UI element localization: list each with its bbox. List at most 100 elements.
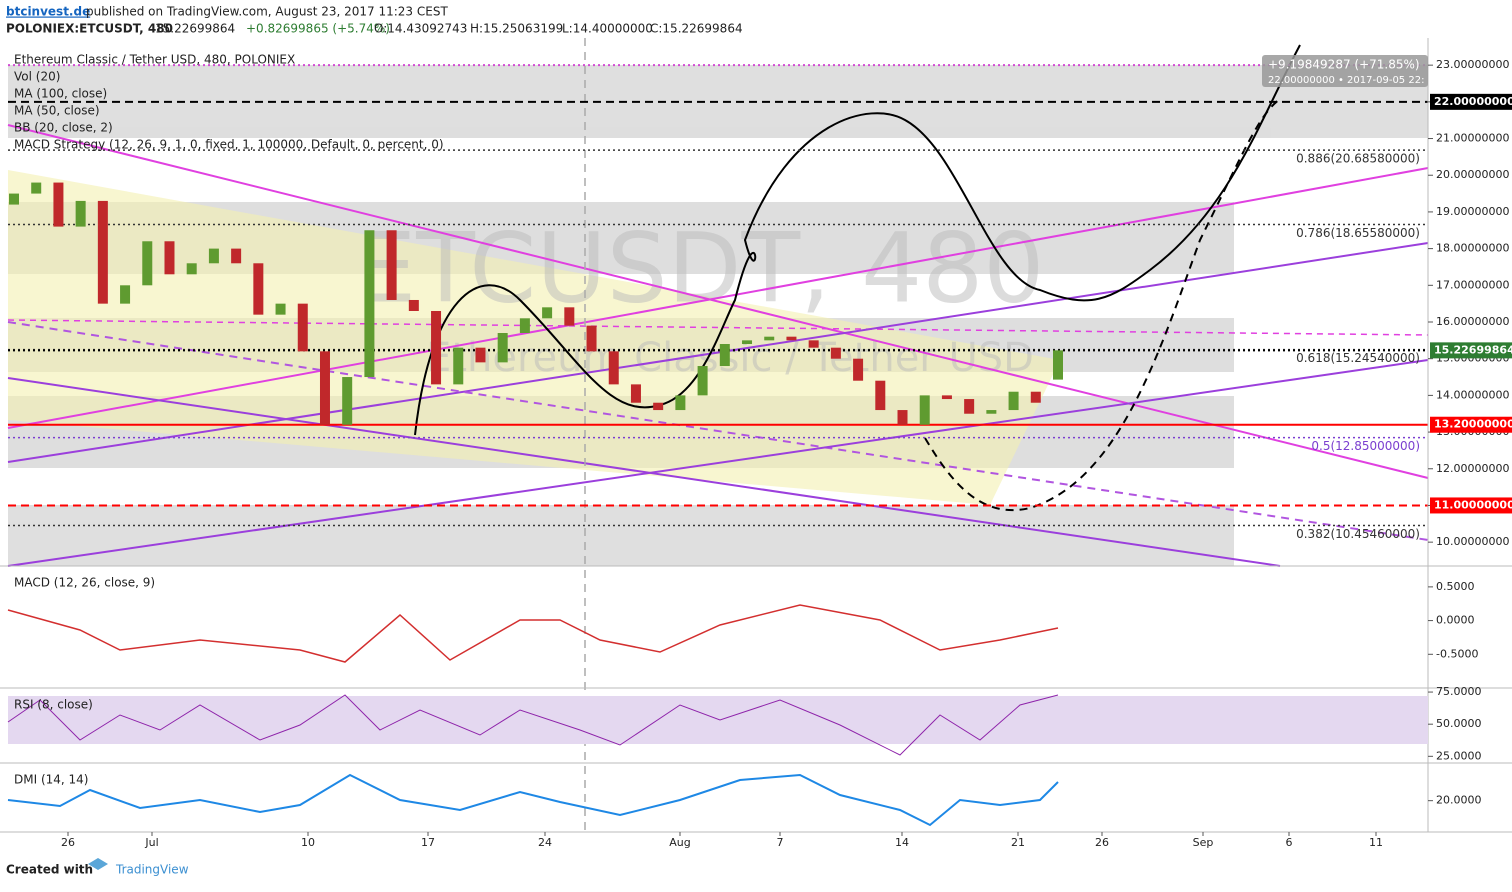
y-tick-label: 18.00000000 bbox=[1436, 242, 1509, 255]
candle bbox=[941, 395, 952, 400]
y-tick-label: 16.00000000 bbox=[1436, 315, 1509, 328]
legend-item: Vol (20) bbox=[14, 70, 60, 84]
candle bbox=[120, 285, 131, 304]
candle bbox=[431, 310, 442, 385]
candle bbox=[186, 263, 197, 275]
candle bbox=[653, 402, 664, 411]
candle bbox=[164, 241, 175, 275]
candle bbox=[1030, 391, 1041, 403]
fib-label: 0.618(15.24540000) bbox=[1296, 351, 1420, 365]
price-badge bbox=[1430, 497, 1512, 514]
x-tick-label: 26 bbox=[61, 836, 75, 849]
x-tick-label: 21 bbox=[1011, 836, 1025, 849]
measure-change: +9.19849287 (+71.85%) bbox=[1268, 58, 1420, 72]
y-tick-label: 20.0000 bbox=[1436, 794, 1482, 807]
fib-label: 0.382(10.45460000) bbox=[1296, 527, 1420, 541]
y-tick-label: 0.0000 bbox=[1436, 614, 1475, 627]
candle bbox=[1008, 391, 1019, 411]
x-axis: 26 Jul 10 17 24 Aug 7 14 21 26 Sep 6 11 bbox=[61, 832, 1383, 849]
header-low: L:14.40000000 bbox=[562, 22, 653, 36]
candle bbox=[964, 399, 975, 414]
price-badge-label: 11.00000000 bbox=[1434, 498, 1512, 511]
candle bbox=[453, 347, 464, 385]
candle bbox=[319, 351, 330, 425]
candle bbox=[364, 230, 375, 378]
price-badge bbox=[1430, 342, 1512, 359]
header-symbol: POLONIEX:ETCUSDT, 480 bbox=[6, 22, 173, 36]
candle bbox=[786, 336, 797, 341]
y-tick-label: 25.0000 bbox=[1436, 749, 1482, 762]
candle bbox=[97, 200, 108, 304]
pane-title: RSI (8, close) bbox=[14, 698, 93, 712]
header-published: published on TradingView.com, August 23,… bbox=[86, 5, 448, 19]
footer-logo bbox=[88, 858, 108, 870]
candle bbox=[31, 182, 42, 194]
candle bbox=[142, 241, 153, 286]
x-tick-label: Jul bbox=[144, 836, 158, 849]
candle bbox=[764, 336, 775, 341]
candle bbox=[275, 303, 286, 315]
price-badge bbox=[1430, 416, 1512, 433]
candle bbox=[386, 230, 397, 300]
candle bbox=[75, 200, 86, 227]
price-badge-label: 22.00000000 bbox=[1434, 95, 1512, 108]
price-badge bbox=[1430, 93, 1512, 110]
legend-item: MA (100, close) bbox=[14, 87, 107, 101]
y-tick-label: 20.00000000 bbox=[1436, 168, 1509, 181]
x-tick-label: 11 bbox=[1369, 836, 1383, 849]
candle bbox=[297, 303, 308, 352]
candle bbox=[475, 347, 486, 363]
price-badge-label: 13.20000000 bbox=[1434, 418, 1512, 431]
candle bbox=[919, 395, 930, 425]
candle bbox=[853, 358, 864, 381]
header-high: H:15.25063199 bbox=[470, 22, 563, 36]
y-tick-label: 12.00000000 bbox=[1436, 462, 1509, 475]
legend-item: BB (20, close, 2) bbox=[14, 121, 113, 135]
legend: Ethereum Classic / Tether USD, 480, POLO… bbox=[14, 53, 444, 152]
legend-item: MACD Strategy (12, 26, 9, 1, 0, fixed, 1… bbox=[14, 138, 444, 152]
y-tick-label: 75.0000 bbox=[1436, 685, 1482, 698]
rsi-line bbox=[7, 694, 1059, 756]
candle bbox=[697, 366, 708, 396]
candle bbox=[342, 377, 353, 425]
header-close: C:15.22699864 bbox=[650, 22, 743, 36]
candle bbox=[564, 307, 575, 326]
candle bbox=[231, 248, 242, 264]
fib-label: 0.886(20.68580000) bbox=[1296, 152, 1420, 166]
y-tick-label: 21.00000000 bbox=[1436, 132, 1509, 145]
x-tick-label: 26 bbox=[1095, 836, 1109, 849]
y-tick-label: 17.00000000 bbox=[1436, 278, 1509, 291]
watermark-symbol: ETCUSDT, 480 bbox=[356, 212, 1045, 324]
candle bbox=[253, 263, 264, 315]
candle bbox=[542, 307, 553, 319]
y-tick-label: 10.00000000 bbox=[1436, 535, 1509, 548]
legend-item: MA (50, close) bbox=[14, 104, 100, 118]
y-tick-label: 14.00000000 bbox=[1436, 388, 1509, 401]
candle bbox=[830, 347, 841, 359]
x-tick-label: Sep bbox=[1193, 836, 1214, 849]
watermark: ETCUSDT, 480 Ethereum Classic / Tether U… bbox=[356, 212, 1045, 381]
y-tick-label: 50.0000 bbox=[1436, 717, 1482, 730]
footer-created: Created with bbox=[6, 863, 93, 877]
x-tick-label: 7 bbox=[777, 836, 784, 849]
x-tick-label: 14 bbox=[895, 836, 909, 849]
x-tick-label: 17 bbox=[421, 836, 435, 849]
candle bbox=[1053, 350, 1063, 380]
y-tick-label: -0.5000 bbox=[1436, 647, 1478, 660]
candle bbox=[719, 344, 730, 367]
candle bbox=[497, 333, 508, 363]
candle bbox=[808, 340, 819, 348]
candle bbox=[408, 299, 419, 311]
candle bbox=[586, 325, 597, 352]
y-tick-label: 23.00000000 bbox=[1436, 58, 1509, 71]
candle bbox=[208, 248, 219, 264]
footer-brand: TradingView bbox=[115, 863, 189, 877]
y-tick-label: 0.5000 bbox=[1436, 580, 1475, 593]
candle bbox=[897, 410, 908, 425]
price-layer: 0.886(20.68580000) 0.786(18.65580000) 0.61… bbox=[8, 64, 1428, 541]
candle bbox=[519, 318, 530, 334]
header-open: O:14.43092743 bbox=[374, 22, 467, 36]
dmi-plus bbox=[7, 773, 1059, 827]
measure-target: 22.00000000 • 2017-09-05 22: bbox=[1268, 75, 1424, 86]
candle bbox=[986, 410, 997, 414]
